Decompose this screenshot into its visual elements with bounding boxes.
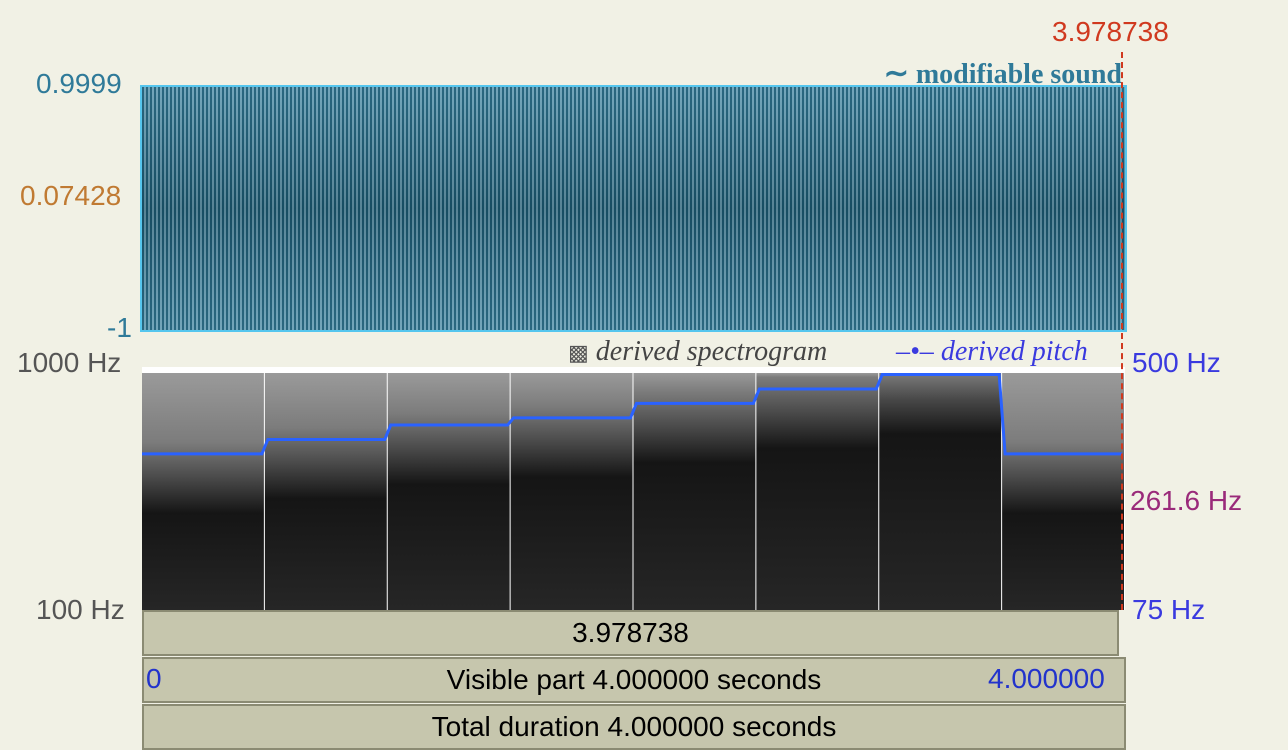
spectrogram-band <box>142 373 264 610</box>
visible-start-label: 0 <box>146 663 162 694</box>
pitch-curve <box>142 373 1122 456</box>
spectrogram-band <box>633 373 756 610</box>
pitch-top-label: 500 Hz <box>1132 347 1221 378</box>
cursor-line[interactable] <box>1121 52 1123 610</box>
pitch-legend-text: derived pitch <box>940 336 1088 367</box>
spectrogram-band <box>879 373 1002 610</box>
spectrogram-band <box>264 373 387 610</box>
total-duration-bar[interactable]: Total duration 4.000000 seconds <box>142 704 1126 750</box>
spectrogram-legend-text: derived spectrogram <box>595 336 828 367</box>
spectrogram-band <box>1002 373 1124 610</box>
amplitude-max-label: 0.9999 <box>36 68 122 99</box>
spectrogram-legend: ▩ derived spectrogram <box>568 336 827 368</box>
spectrogram-band <box>387 373 510 610</box>
sound-title: ∼ modifiable sound <box>884 56 1122 91</box>
sound-title-text: modifiable sound <box>915 59 1122 90</box>
amplitude-mid-label: 0.07428 <box>20 180 122 211</box>
freq-top-label: 1000 Hz <box>17 347 122 378</box>
cursor-time-label: 3.978738 <box>1052 16 1169 47</box>
pitch-reference-label: 261.6 Hz <box>1130 485 1243 516</box>
spectrogram-canvas <box>142 373 1124 610</box>
spectrogram-band <box>510 373 633 610</box>
spectrogram-band <box>756 373 879 610</box>
dash-dot-line-icon: –•– <box>896 336 934 367</box>
amplitude-min-label: -1 <box>107 312 132 343</box>
selection-bar[interactable]: 3.978738 <box>142 610 1119 656</box>
pitch-legend: –•– derived pitch <box>896 336 1088 368</box>
visible-part-bar[interactable]: Visible part 4.000000 seconds <box>142 657 1126 703</box>
pitch-bottom-label: 75 Hz <box>1132 594 1206 625</box>
visible-end-label: 4.000000 <box>988 663 1105 694</box>
spectrogram-area[interactable] <box>142 367 1125 610</box>
waveform-area[interactable] <box>140 85 1127 332</box>
checker-square-icon: ▩ <box>568 340 589 365</box>
tilde-icon: ∼ <box>883 57 909 90</box>
freq-bottom-label: 100 Hz <box>36 594 125 625</box>
